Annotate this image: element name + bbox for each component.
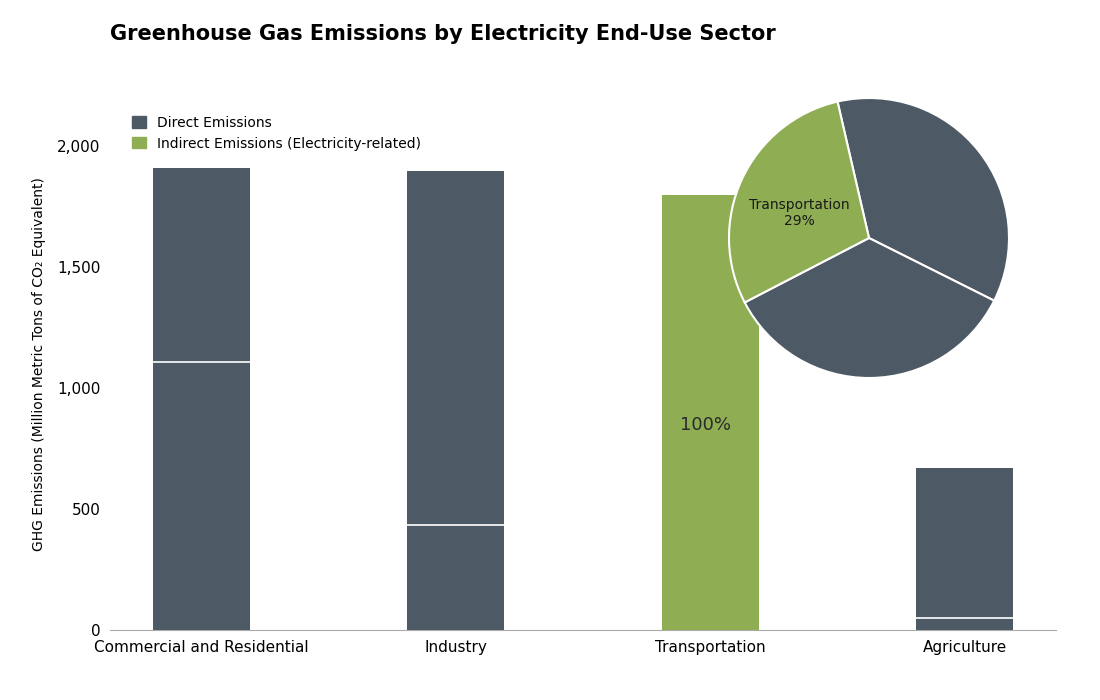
Bar [662, 195, 759, 630]
Bar [407, 171, 504, 525]
Bar [407, 525, 504, 630]
Wedge shape [837, 98, 1009, 301]
Legend: Direct Emissions, Indirect Emissions (Electricity-related): Direct Emissions, Indirect Emissions (El… [126, 111, 427, 156]
Text: Transportation
29%: Transportation 29% [749, 197, 849, 228]
Wedge shape [729, 102, 869, 302]
Bar [916, 618, 1013, 630]
Y-axis label: GHG Emissions (Million Metric Tons of CO₂ Equivalent): GHG Emissions (Million Metric Tons of CO… [32, 177, 46, 551]
Bar [153, 362, 250, 630]
Text: Greenhouse Gas Emissions by Electricity End-Use Sector: Greenhouse Gas Emissions by Electricity … [110, 25, 776, 45]
Wedge shape [745, 238, 994, 378]
Bar [153, 168, 250, 362]
Bar [916, 468, 1013, 618]
Text: 100%: 100% [680, 416, 730, 435]
